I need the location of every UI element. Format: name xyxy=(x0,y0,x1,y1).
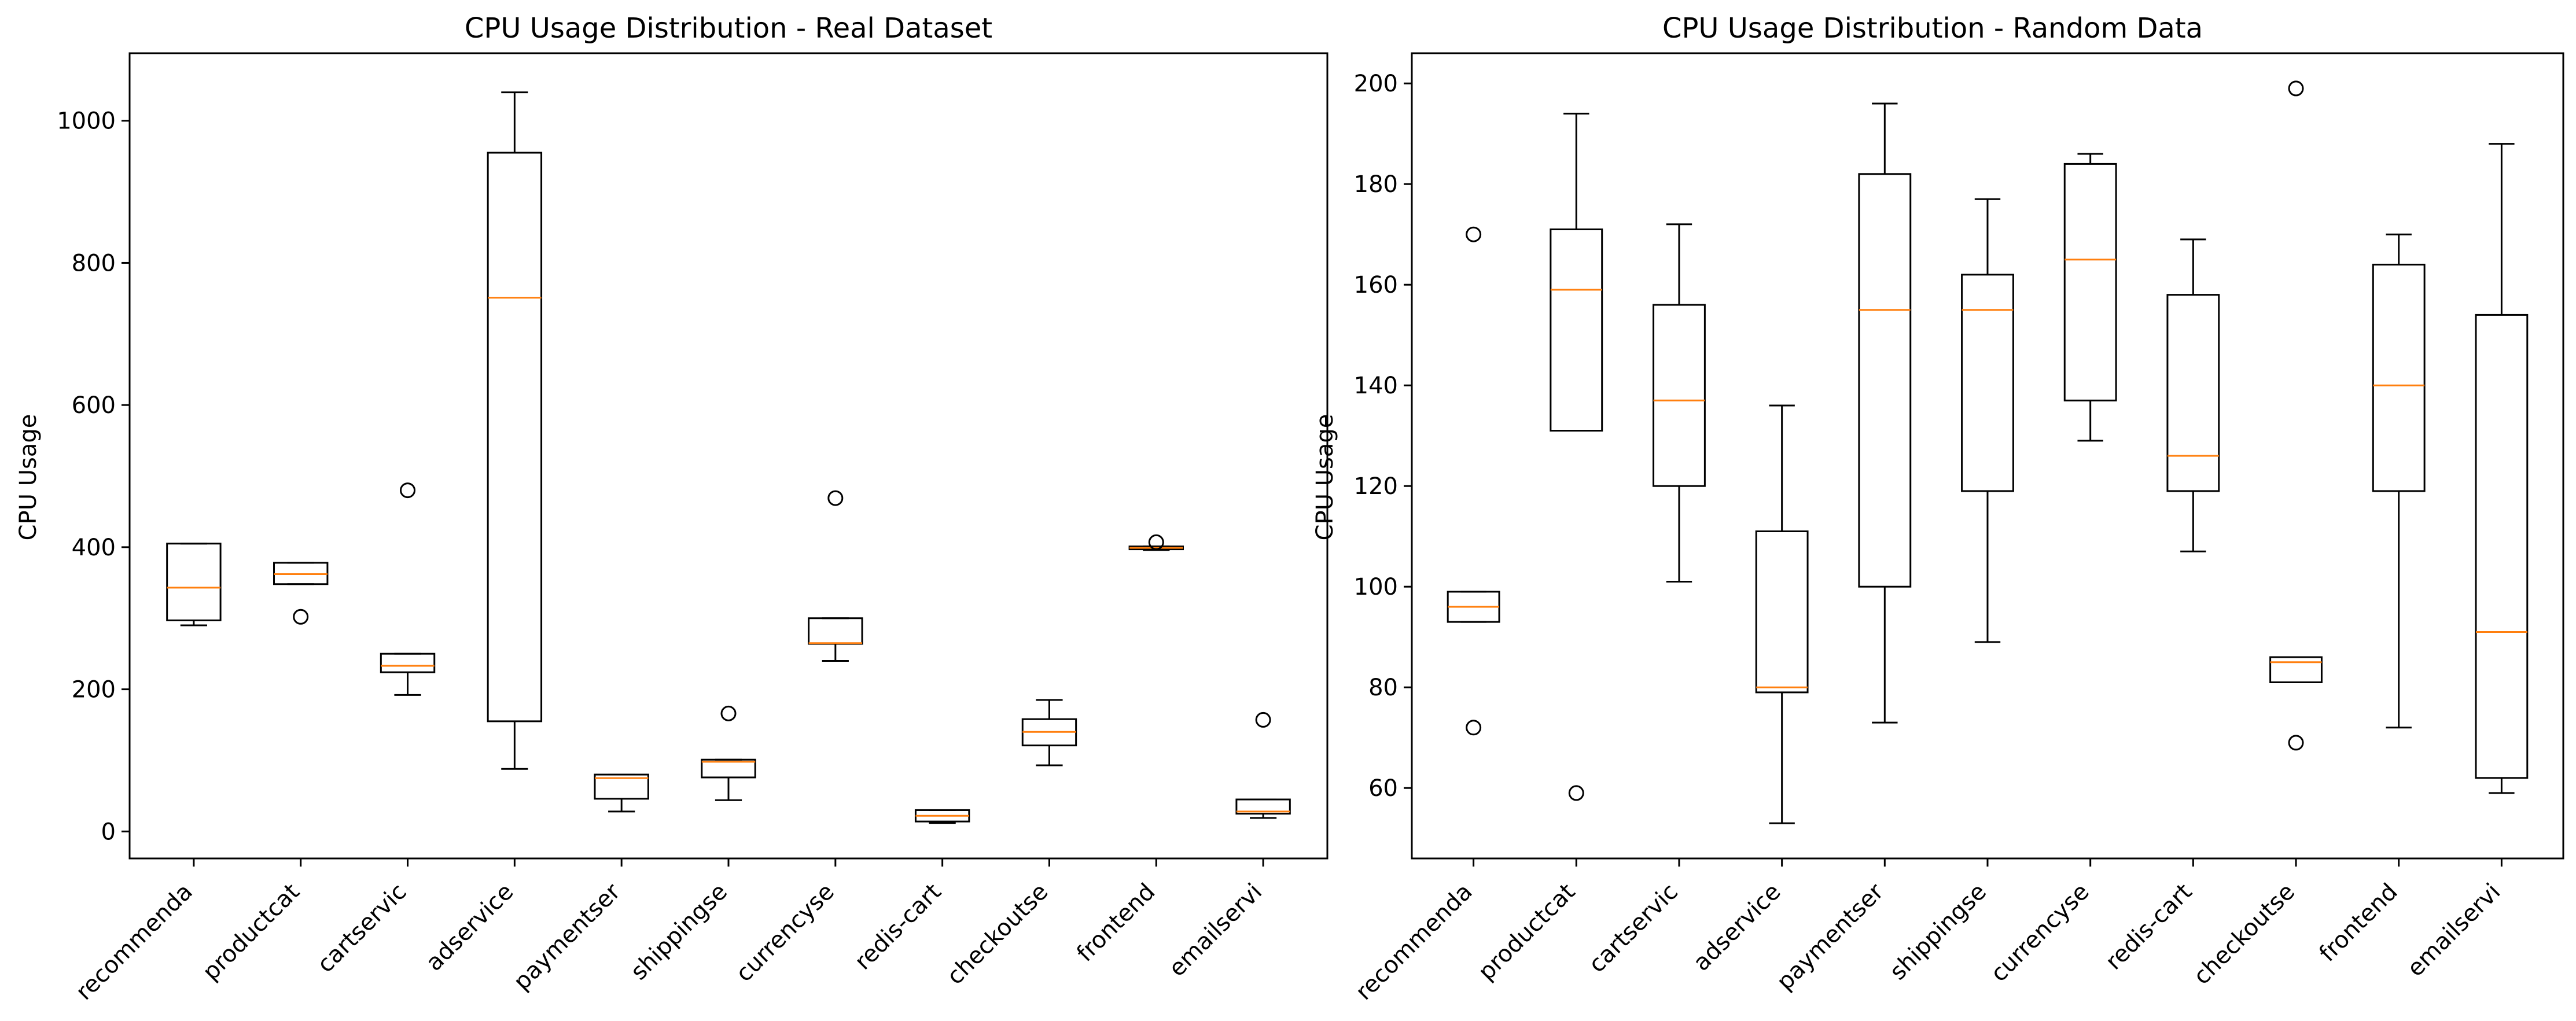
x-tick-label: currencyse xyxy=(1986,879,2095,987)
box-recommenda xyxy=(166,543,222,626)
y-axis-label: CPU Usage xyxy=(1312,414,1338,541)
x-tick-label: paymentser xyxy=(509,878,626,996)
iqr-box xyxy=(701,758,756,779)
iqr-box xyxy=(1858,173,1912,588)
outlier-point xyxy=(2288,735,2304,751)
x-tick-label: checkoutse xyxy=(2188,879,2300,990)
box-checkoutse xyxy=(1021,699,1077,766)
outlier-point xyxy=(1148,534,1164,550)
y-tick-label: 1000 xyxy=(57,108,116,135)
iqr-box xyxy=(2269,656,2323,683)
box-checkoutse xyxy=(2269,80,2323,751)
iqr-box xyxy=(2166,294,2220,492)
box-currencyse xyxy=(2063,153,2117,442)
plot-area: 60 80 100 120 140 160 180 200 recommendaproductc… xyxy=(1350,71,2529,1006)
chart-title: CPU Usage Distribution - Real Dataset xyxy=(465,12,992,45)
iqr-box xyxy=(380,653,436,673)
x-tick-label: checkoutse xyxy=(942,879,1054,990)
iqr-box xyxy=(166,543,222,621)
x-tick-label: redis-cart xyxy=(849,879,946,975)
outlier-point xyxy=(1466,226,1482,242)
box-cartservic xyxy=(380,482,436,696)
box-productcat xyxy=(1550,112,1603,801)
y-tick-label: 100 xyxy=(1354,574,1398,600)
y-tick-label: 180 xyxy=(1354,171,1398,198)
box-productcat xyxy=(273,562,329,625)
iqr-box xyxy=(594,773,649,800)
y-tick-label: 140 xyxy=(1354,373,1398,399)
iqr-box xyxy=(808,617,863,645)
x-tick-label: adservice xyxy=(421,879,518,976)
outlier-point xyxy=(1568,785,1584,801)
chart-panel-real-dataset: CPU Usage Distribution - Real Dataset CP… xyxy=(15,12,1329,1006)
box-emailservi xyxy=(1235,712,1291,819)
x-tick-label: frontend xyxy=(2314,879,2403,967)
box-emailservi xyxy=(2475,143,2529,794)
box-frontend xyxy=(1128,534,1184,551)
plot-area: 0 200 400 600 800 1000 recommenda productcat car… xyxy=(57,91,1291,1006)
outlier-point xyxy=(1255,712,1271,728)
box-recommenda xyxy=(1447,226,1500,736)
x-tick-label: recommenda xyxy=(71,879,198,1006)
y-tick-label: 160 xyxy=(1354,272,1398,298)
y-tick-label: 80 xyxy=(1368,674,1398,701)
axes-frame xyxy=(128,52,1329,860)
y-tick-label: 800 xyxy=(72,250,116,277)
axes-frame xyxy=(1411,52,2564,860)
iqr-box xyxy=(2475,314,2529,779)
chart-panel-random-data: CPU Usage Distribution - Random Data CPU… xyxy=(1312,12,2564,1006)
y-axis-label: CPU Usage xyxy=(15,414,42,541)
y-tick-label: 600 xyxy=(72,392,116,419)
iqr-box xyxy=(2063,163,2117,401)
box-redis-cart xyxy=(2166,238,2220,552)
y-tick-label: 60 xyxy=(1368,775,1398,802)
box-paymentser xyxy=(594,773,649,813)
y-tick-label: 200 xyxy=(1354,71,1398,97)
x-tick-label: redis-cart xyxy=(2100,879,2197,975)
box-adservice xyxy=(1755,404,1809,824)
box-frontend xyxy=(2372,233,2426,729)
box-adservice xyxy=(487,91,543,770)
x-tick-label: cartservic xyxy=(312,879,412,978)
iqr-box xyxy=(2372,263,2426,492)
x-tick-label: adservice xyxy=(1688,879,1786,976)
box-currencyse xyxy=(808,490,863,662)
outlier-point xyxy=(400,482,416,499)
y-tick-label: 200 xyxy=(72,677,116,703)
x-tick-label: paymentser xyxy=(1772,878,1889,996)
chart-title: CPU Usage Distribution - Random Data xyxy=(1662,12,2203,45)
x-tick-label: productcat xyxy=(197,879,304,986)
outlier-point xyxy=(827,490,844,506)
x-tick-label: shippingse xyxy=(1885,879,1992,986)
box-shippingse xyxy=(1961,198,2014,643)
iqr-box xyxy=(487,152,543,723)
iqr-box xyxy=(1235,798,1291,815)
box-shippingse xyxy=(701,705,756,801)
outlier-point xyxy=(2288,80,2304,97)
x-tick-label: recommenda xyxy=(1350,879,1478,1006)
x-tick-label: currencyse xyxy=(731,879,840,987)
iqr-box xyxy=(1550,228,1603,432)
iqr-box xyxy=(1755,530,1809,694)
x-tick-label: emailservi xyxy=(1164,879,1267,982)
y-tick-label: 400 xyxy=(72,535,116,561)
x-tick-label: emailservi xyxy=(2402,879,2506,982)
outlier-point xyxy=(1466,720,1482,736)
box-redis-cart xyxy=(914,809,970,824)
outlier-point xyxy=(720,705,737,721)
y-tick-label: 120 xyxy=(1354,473,1398,500)
box-cartservic xyxy=(1653,223,1706,583)
outlier-point xyxy=(293,609,309,625)
y-tick-label: 0 xyxy=(101,819,116,845)
iqr-box xyxy=(1961,274,2014,492)
x-tick-label: shippingse xyxy=(625,879,733,986)
iqr-box xyxy=(1653,304,1706,487)
x-tick-label: frontend xyxy=(1072,879,1160,967)
x-tick-label: cartservic xyxy=(1584,879,1683,978)
box-paymentser xyxy=(1858,102,1912,724)
x-tick-label: productcat xyxy=(1473,879,1580,986)
